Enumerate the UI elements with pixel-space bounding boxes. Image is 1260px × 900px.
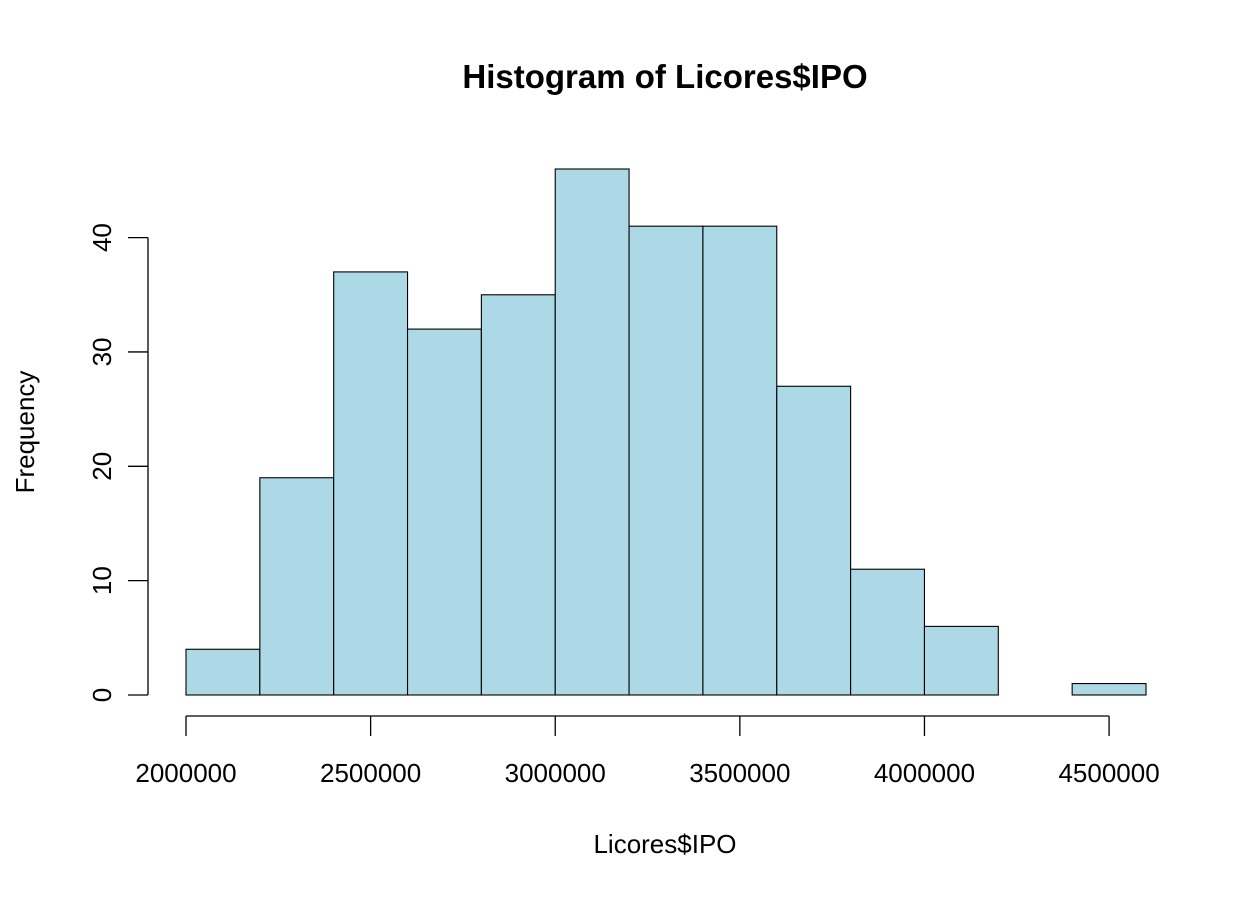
histogram-bar [1071, 683, 1147, 696]
x-tick-label: 3500000 [689, 758, 790, 788]
chart-title: Histogram of Licores$IPO [462, 58, 867, 95]
x-axis-label: Licores$IPO [593, 829, 736, 859]
x-axis: 2000000 2500000 3000000 3500000 4000000 45000… [135, 715, 1160, 788]
histogram-bars [185, 168, 1147, 696]
histogram-bar [923, 625, 999, 696]
y-tick-label: 0 [87, 688, 117, 702]
histogram-bar [480, 294, 556, 696]
histogram-bar [702, 225, 778, 696]
y-tick-label: 30 [87, 337, 117, 366]
histogram-bar [259, 477, 335, 696]
y-axis: 0 10 20 30 40 [87, 223, 149, 702]
histogram-bar [333, 271, 409, 696]
histogram-bar [185, 648, 261, 696]
histogram-bar [406, 328, 482, 696]
y-axis-label: Frequency [10, 371, 40, 494]
histogram-bar [554, 168, 630, 696]
y-tick-label: 40 [87, 223, 117, 252]
histogram-bar [628, 225, 704, 696]
histogram-bar [850, 568, 926, 696]
y-tick-label: 10 [87, 566, 117, 595]
x-tick-label: 3000000 [505, 758, 606, 788]
histogram-bar [776, 385, 852, 696]
x-tick-label: 2000000 [135, 758, 236, 788]
x-tick-label: 4500000 [1058, 758, 1159, 788]
x-tick-label: 4000000 [874, 758, 975, 788]
x-tick-label: 2500000 [320, 758, 421, 788]
y-tick-label: 20 [87, 452, 117, 481]
